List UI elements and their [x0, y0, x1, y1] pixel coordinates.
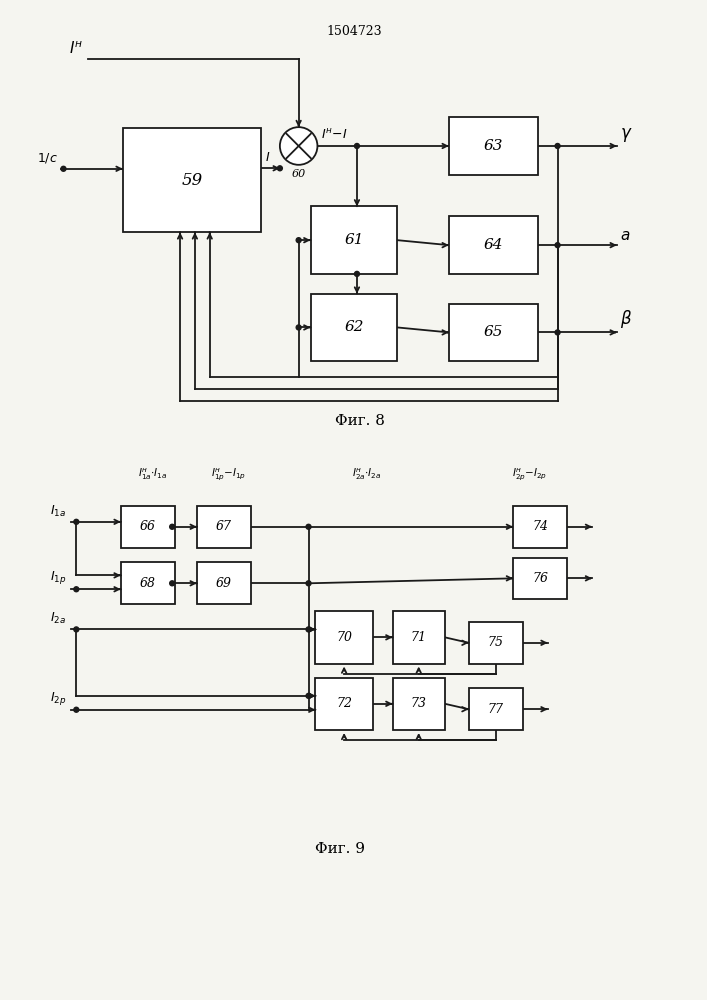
Bar — [513, 506, 568, 548]
Circle shape — [296, 325, 301, 330]
Circle shape — [170, 581, 175, 586]
Circle shape — [296, 238, 301, 243]
Text: 70: 70 — [336, 631, 352, 644]
Bar — [121, 562, 175, 604]
Text: 76: 76 — [532, 572, 548, 585]
Text: 68: 68 — [140, 577, 156, 590]
Bar — [310, 206, 397, 274]
Text: 73: 73 — [411, 697, 427, 710]
Circle shape — [74, 519, 78, 524]
Text: $I_{1p}$: $I_{1p}$ — [50, 569, 66, 586]
Text: 61: 61 — [344, 233, 363, 247]
Text: 59: 59 — [181, 172, 202, 189]
Bar — [513, 558, 568, 599]
Text: 67: 67 — [216, 520, 232, 533]
Circle shape — [354, 271, 359, 276]
Text: Φиг. 8: Φиг. 8 — [335, 414, 385, 428]
Circle shape — [74, 627, 78, 632]
Circle shape — [61, 166, 66, 171]
Text: 64: 64 — [484, 238, 503, 252]
Text: $I^н$: $I^н$ — [69, 40, 83, 57]
Circle shape — [306, 693, 311, 698]
Bar — [449, 216, 538, 274]
Bar — [449, 304, 538, 361]
Circle shape — [354, 143, 359, 148]
Text: 74: 74 — [532, 520, 548, 533]
Bar — [197, 562, 251, 604]
Circle shape — [74, 587, 78, 592]
Bar — [315, 678, 373, 730]
Circle shape — [170, 524, 175, 529]
Circle shape — [555, 330, 560, 335]
Bar — [392, 678, 445, 730]
Circle shape — [555, 243, 560, 248]
Text: 72: 72 — [336, 697, 352, 710]
Bar — [123, 128, 261, 232]
Text: $I_{1a}$: $I_{1a}$ — [50, 504, 66, 519]
Circle shape — [277, 166, 282, 171]
Text: 69: 69 — [216, 577, 232, 590]
Text: 1504723: 1504723 — [326, 25, 382, 38]
Circle shape — [306, 581, 311, 586]
Text: Φиг. 9: Φиг. 9 — [315, 842, 365, 856]
Circle shape — [306, 627, 311, 632]
Text: $I^н{-}I$: $I^н{-}I$ — [322, 128, 348, 142]
Bar — [197, 506, 251, 548]
Text: 65: 65 — [484, 325, 503, 339]
Text: 75: 75 — [488, 636, 504, 649]
Text: $I_{1p}^{н}{-}I_{1p}$: $I_{1p}^{н}{-}I_{1p}$ — [211, 466, 246, 482]
Text: $\beta$: $\beta$ — [620, 308, 632, 330]
Text: $I$: $I$ — [265, 151, 270, 164]
Text: 66: 66 — [140, 520, 156, 533]
Bar — [315, 611, 373, 664]
Text: $1/c$: $1/c$ — [37, 151, 57, 165]
Text: 77: 77 — [488, 703, 504, 716]
Circle shape — [74, 707, 78, 712]
Text: $I_{2a}$: $I_{2a}$ — [50, 611, 66, 626]
Bar — [310, 294, 397, 361]
Bar — [121, 506, 175, 548]
Text: 60: 60 — [291, 169, 306, 179]
Bar — [449, 117, 538, 175]
Bar — [469, 688, 523, 730]
Text: 62: 62 — [344, 320, 363, 334]
Bar — [392, 611, 445, 664]
Text: 63: 63 — [484, 139, 503, 153]
Text: $\gamma$: $\gamma$ — [620, 126, 632, 144]
Text: $I_{2p}^{н}{-}I_{2p}$: $I_{2p}^{н}{-}I_{2p}$ — [513, 466, 547, 482]
Circle shape — [555, 143, 560, 148]
Text: $I_{2a}^{н}{\cdot}I_{2a}$: $I_{2a}^{н}{\cdot}I_{2a}$ — [352, 467, 382, 482]
Circle shape — [306, 524, 311, 529]
Text: 71: 71 — [411, 631, 427, 644]
Text: $I_{1a}^{н}{\cdot}I_{1a}$: $I_{1a}^{н}{\cdot}I_{1a}$ — [138, 467, 167, 482]
Bar — [469, 622, 523, 664]
Circle shape — [280, 127, 317, 165]
Text: $I_{2p}$: $I_{2p}$ — [50, 690, 66, 707]
Text: $a$: $a$ — [620, 229, 630, 243]
